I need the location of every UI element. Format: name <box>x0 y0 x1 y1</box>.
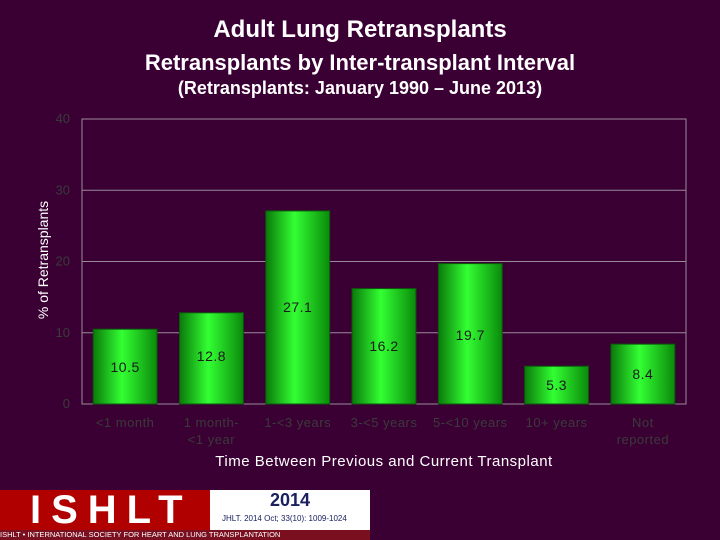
x-tick-label: 10+ years <box>526 415 588 430</box>
y-tick-label: 0 <box>63 396 70 411</box>
bar <box>610 343 676 405</box>
data-label: 12.8 <box>197 348 226 364</box>
y-tick-label: 10 <box>56 325 70 340</box>
x-tick-label: <1 year <box>188 432 235 447</box>
bar <box>437 263 503 405</box>
x-tick-label: 3-<5 years <box>351 415 418 430</box>
chart-subtitle: Retransplants by Inter-transplant Interv… <box>144 50 576 75</box>
y-tick-label: 20 <box>56 254 70 269</box>
ishlt-footer: ISHLT ISHLT • INTERNATIONAL SOCIETY FOR … <box>0 488 370 540</box>
data-label: 19.7 <box>456 327 485 343</box>
journal-citation: JHLT. 2014 Oct; 33(10): 1009-1024 <box>222 514 347 523</box>
x-axis-label: Time Between Previous and Current Transp… <box>215 453 553 470</box>
bar <box>524 365 589 405</box>
chart-title: Adult Lung Retransplants <box>213 16 507 43</box>
report-year: 2014 <box>270 490 311 510</box>
bar <box>179 312 244 405</box>
y-tick-label: 40 <box>56 111 70 126</box>
x-tick-label: 5-<10 years <box>433 415 508 430</box>
data-label: 10.5 <box>111 359 140 375</box>
bar <box>265 210 331 405</box>
ishlt-org-name: ISHLT • INTERNATIONAL SOCIETY FOR HEART … <box>0 530 370 540</box>
bar-chart: 0 10 20 30 40 10.5 <1 month 12.8 1 month- <1 year… <box>35 111 687 470</box>
x-tick-label: 1-<3 years <box>264 415 331 430</box>
data-label: 27.1 <box>283 299 312 315</box>
data-label: 16.2 <box>369 338 398 354</box>
x-tick-label: Not <box>632 415 654 430</box>
ishlt-logo-text: ISHLT <box>30 488 193 532</box>
x-tick-label: <1 month <box>96 415 155 430</box>
y-axis-label: % of Retransplants <box>35 201 51 319</box>
bar <box>92 328 158 405</box>
data-label: 8.4 <box>632 366 653 382</box>
x-tick-label: 1 month- <box>184 415 239 430</box>
x-tick-label: reported <box>617 432 669 447</box>
bar <box>351 288 417 405</box>
chart-date-range: (Retransplants: January 1990 – June 2013… <box>177 78 543 98</box>
y-tick-label: 30 <box>56 182 70 197</box>
ishlt-logo: ISHLT <box>0 488 210 532</box>
data-label: 5.3 <box>546 377 567 393</box>
